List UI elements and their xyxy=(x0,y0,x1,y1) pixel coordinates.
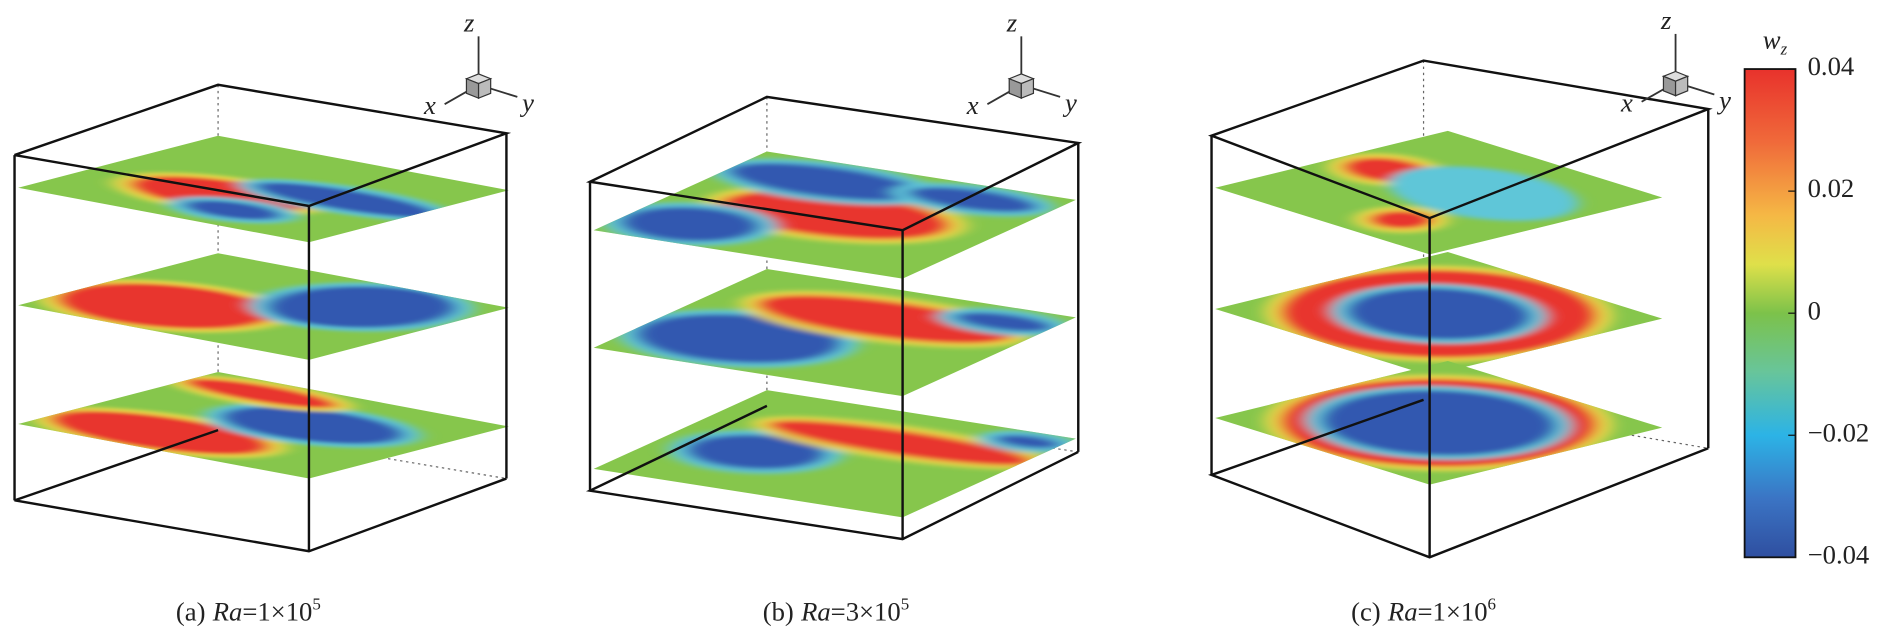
box-top xyxy=(585,95,1083,232)
slice xyxy=(1215,361,1663,485)
caption-label: (b) xyxy=(763,596,794,626)
axis-label-y: y xyxy=(1716,85,1731,115)
axis-cube-right xyxy=(1674,75,1689,97)
panel: z x y (b) Ra=3×105 xyxy=(585,8,1083,626)
colorbar-label: wz xyxy=(1763,24,1788,58)
box-bottom xyxy=(585,404,1079,541)
colorbar-tick-label: −0.04 xyxy=(1808,539,1870,569)
slice xyxy=(1215,252,1663,376)
contour-blob xyxy=(908,187,1037,213)
contour-blob xyxy=(221,407,404,444)
slice-contours xyxy=(1264,374,1613,472)
contour-blob xyxy=(728,162,922,201)
contour-blob xyxy=(955,312,1052,332)
slice xyxy=(593,151,1076,279)
caption: (b) Ra=3×105 xyxy=(763,594,909,626)
slice-blobs xyxy=(618,290,1070,368)
colorbar-tick-label: −0.02 xyxy=(1808,417,1870,447)
slice-contours xyxy=(618,290,1070,368)
caption: (c) Ra=1×106 xyxy=(1351,594,1496,626)
slice-blobs xyxy=(112,172,454,224)
box-top xyxy=(14,83,512,208)
axis-label-x: x xyxy=(966,90,979,120)
axis-triad: z x y xyxy=(1620,5,1731,117)
axis-cube-right xyxy=(1020,77,1035,100)
caption-exponent: 5 xyxy=(312,594,320,613)
slice xyxy=(18,371,509,479)
panel: z x y (a) Ra=1×105 xyxy=(13,8,534,626)
slice-blobs xyxy=(603,158,1055,246)
slice-contours xyxy=(33,375,421,459)
axis-label-z: z xyxy=(1006,8,1018,38)
caption-label: (a) xyxy=(176,596,206,626)
contour-blob xyxy=(686,434,825,470)
slice-contours xyxy=(603,158,1055,246)
contour-blob xyxy=(1321,390,1556,456)
panel: z x y (c) Ra=1×106 xyxy=(1208,5,1731,626)
caption-exponent: 5 xyxy=(901,594,909,613)
slice-contours xyxy=(112,172,454,224)
axis-label-y: y xyxy=(519,87,534,117)
slice-blobs xyxy=(1264,374,1613,472)
box-bottom xyxy=(1208,398,1709,559)
contour-blob xyxy=(255,182,437,218)
slice xyxy=(593,390,1076,518)
axis-cube-right xyxy=(477,77,492,100)
contour-blob xyxy=(768,420,1032,466)
contour-blob xyxy=(995,434,1061,449)
box-bottom xyxy=(14,428,507,553)
colorbar-label-sub: z xyxy=(1780,40,1788,59)
caption-value: =3×10 xyxy=(831,596,901,626)
caption-label: (c) xyxy=(1351,596,1381,626)
caption-exponent: 6 xyxy=(1488,594,1496,613)
caption-variable: Ra xyxy=(212,596,243,626)
caption: (a) Ra=1×105 xyxy=(176,594,321,626)
contour-blob xyxy=(185,378,337,408)
caption-variable: Ra xyxy=(1387,596,1418,626)
axis-triad: z x y xyxy=(423,8,534,120)
slice-blobs xyxy=(668,416,1076,474)
contour-blob xyxy=(184,200,281,220)
contour-blob xyxy=(50,410,270,455)
axis-triad: z x y xyxy=(966,8,1077,120)
axis-label-x: x xyxy=(423,90,436,120)
axis-label-x: x xyxy=(1620,87,1633,117)
contour-blob xyxy=(267,286,456,328)
contour-blob xyxy=(1347,288,1531,340)
caption-value: =1×10 xyxy=(242,596,312,626)
slice-blobs xyxy=(39,279,474,333)
slice-blobs xyxy=(1264,265,1613,362)
slice xyxy=(18,135,509,243)
contour-blob xyxy=(620,206,760,242)
axis-label-z: z xyxy=(463,8,475,38)
slice xyxy=(1215,130,1663,255)
axis-label-y: y xyxy=(1062,87,1077,117)
contour-blob xyxy=(757,295,1013,344)
colorbar-label-main: w xyxy=(1763,24,1781,54)
colorbar-tick-label: 0 xyxy=(1808,295,1821,325)
slice xyxy=(18,253,509,360)
axis-label-z: z xyxy=(1660,5,1672,35)
slice-contours xyxy=(39,279,474,333)
contour-blob xyxy=(56,283,274,329)
slice-contours xyxy=(1264,265,1613,362)
colorbar-tick-label: 0.02 xyxy=(1808,173,1855,203)
caption-value: =1×10 xyxy=(1418,596,1488,626)
caption-variable: Ra xyxy=(800,596,831,626)
contour-blob xyxy=(636,314,841,364)
colorbar-tick-label: 0.04 xyxy=(1808,51,1855,81)
colorbar xyxy=(1743,68,1797,559)
slice-blobs xyxy=(33,375,421,459)
slice-contours xyxy=(668,416,1076,474)
slice xyxy=(593,268,1076,397)
contour-blob xyxy=(1369,210,1433,229)
